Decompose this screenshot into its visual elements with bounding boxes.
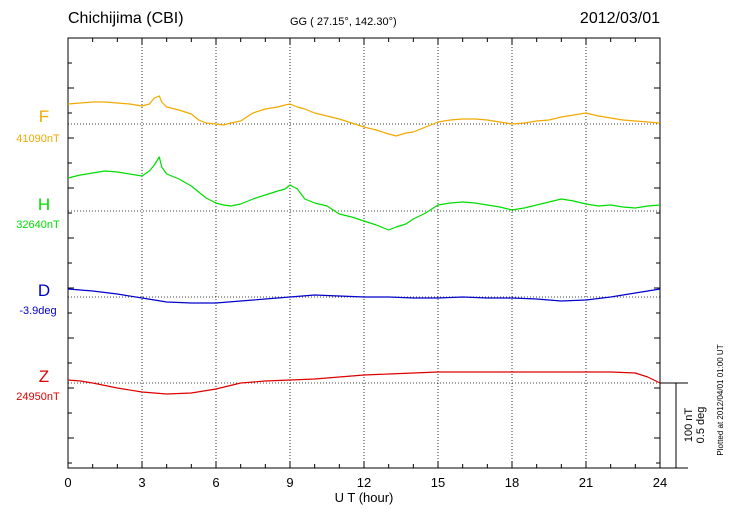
series-name-z: Z [39, 367, 49, 386]
x-tick-label: 21 [579, 475, 593, 490]
series-line-d [67, 288, 661, 304]
x-tick-label: 12 [357, 475, 371, 490]
x-tick-label: 0 [64, 475, 71, 490]
series-name-h: H [38, 195, 50, 214]
series-name-f: F [39, 107, 49, 126]
baseline-value-f: 41090nT [16, 133, 60, 145]
x-tick-label: 9 [286, 475, 293, 490]
baseline-value-d: -3.9deg [19, 305, 56, 317]
station-title: Chichijima (CBI) [68, 10, 184, 27]
plotted-at-note: Plotted at 2012/04/01 01:00 UT [716, 344, 725, 455]
x-tick-label: 6 [212, 475, 219, 490]
scale-bar-label-deg: 0.5 deg [695, 407, 707, 444]
station-coordinates: GG ( 27.15°, 142.30°) [290, 16, 397, 28]
baseline-value-h: 32640nT [16, 219, 60, 231]
series-name-d: D [38, 281, 50, 300]
x-tick-label: 18 [505, 475, 519, 490]
date-title: 2012/03/01 [579, 10, 660, 27]
x-axis-label: U T (hour) [335, 490, 394, 505]
series-line-z [67, 371, 661, 395]
x-tick-label: 3 [138, 475, 145, 490]
series-line-h [67, 156, 661, 231]
x-tick-label: 24 [653, 475, 667, 490]
x-tick-label: 15 [431, 475, 445, 490]
plot-frame [67, 37, 661, 469]
scale-bar-label-nt: 100 nT [683, 408, 695, 443]
series-line-f [67, 95, 661, 137]
baseline-value-z: 24950nT [16, 391, 60, 403]
